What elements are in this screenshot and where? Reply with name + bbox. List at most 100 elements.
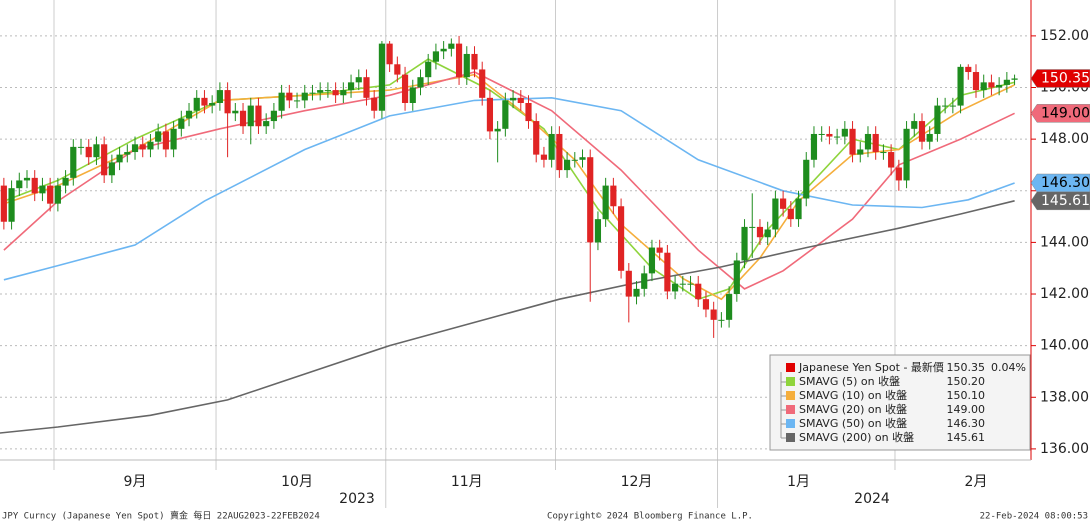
candle-body (787, 208, 794, 220)
legend-swatch (786, 363, 795, 372)
y-tick-label: 140.00 (1040, 338, 1089, 354)
x-tick-label: 11月 (451, 474, 483, 490)
legend-value: 150.20 (947, 375, 986, 388)
candle-body (216, 90, 223, 103)
candle-body (432, 51, 440, 62)
candle-body (687, 283, 694, 285)
legend-label: SMAVG (5) on 收盤 (799, 374, 900, 388)
candle-body (309, 92, 316, 94)
candle-body (47, 185, 54, 204)
candle-body (371, 97, 378, 111)
value-tag-label: 146.30 (1041, 175, 1090, 191)
candle-body (101, 144, 108, 176)
candle-body (1011, 78, 1018, 80)
candle-body (324, 90, 331, 92)
value-tag (1030, 191, 1090, 211)
candle-body (926, 133, 933, 142)
candle-body (610, 185, 617, 207)
candle-body (16, 180, 23, 189)
candle-body (780, 198, 787, 209)
candle-body (232, 110, 239, 114)
candle-body (54, 185, 61, 204)
candle-body (455, 43, 463, 78)
legend-value: 150.10 (947, 389, 986, 402)
candle-body (355, 77, 362, 83)
value-tag (1030, 69, 1090, 88)
candle-body (23, 177, 31, 181)
candle-body (895, 167, 902, 181)
candle-body (880, 152, 887, 154)
candle-body (39, 185, 46, 194)
candle-body (733, 260, 740, 295)
candle-body (85, 146, 92, 158)
candle-body (255, 105, 262, 127)
candle-body (672, 283, 679, 292)
year-label: 2023 (339, 491, 375, 507)
candle-body (965, 66, 972, 73)
candle-body (347, 82, 355, 91)
footer-left: JPY Curncy (Japanese Yen Spot) 賣金 每日 22A… (2, 510, 320, 522)
candle-body (394, 64, 401, 75)
value-tag-label: 145.61 (1041, 193, 1090, 209)
candle-body (602, 185, 609, 220)
candle-body (185, 110, 193, 119)
x-tick-label: 10月 (281, 474, 313, 490)
candle-body (772, 198, 779, 230)
candle-body (826, 133, 833, 137)
legend-label: SMAVG (200) on 收盤 (799, 430, 914, 444)
candle-body (463, 53, 470, 78)
candle-body (664, 252, 671, 292)
value-tag-label: 149.00 (1041, 105, 1090, 121)
candles (0, 35, 1018, 338)
candle-body (996, 84, 1003, 88)
candle-body (193, 97, 200, 111)
footer-right: 22-Feb-2024 08:00:53 (980, 512, 1088, 522)
candle-body (178, 118, 185, 129)
candle-body (756, 226, 764, 238)
candle-body (517, 97, 524, 103)
candle-body (93, 144, 100, 158)
candle-body (710, 309, 717, 320)
candle-body (540, 154, 548, 160)
footer-center: Copyright© 2024 Bloomberg Finance L.P. (547, 512, 753, 522)
candle-body (972, 72, 980, 91)
legend-swatch (786, 405, 795, 414)
candle-body (633, 288, 640, 297)
candle-body (440, 48, 447, 52)
candle-body (239, 110, 247, 127)
axes: 136.00138.00140.00142.00144.00146.00148.… (124, 28, 1090, 490)
candle-body (980, 82, 987, 91)
candle-body (471, 53, 478, 70)
candle-body (131, 144, 139, 153)
candle-body (818, 133, 825, 135)
candle-body (903, 128, 910, 181)
candle-body (417, 77, 424, 88)
candle-body (263, 121, 270, 127)
sma-line (0, 200, 1015, 434)
candle-body (386, 43, 393, 65)
candle-body (594, 219, 602, 243)
candle-body (548, 133, 555, 160)
candle-body (934, 105, 941, 134)
candle-body (810, 133, 818, 160)
candle-body (587, 157, 594, 243)
x-tick-label: 1月 (787, 474, 810, 490)
candle-body (301, 92, 308, 101)
candle-body (911, 121, 918, 129)
candle-body (340, 90, 347, 96)
candle-body (864, 133, 872, 150)
candle-body (556, 133, 563, 171)
legend-value: 146.30 (947, 417, 986, 430)
candle-body (857, 149, 864, 155)
legend: Japanese Yen Spot - 最新價 150.35 0.04% SMAVG … (769, 354, 1031, 451)
candle-body (409, 87, 416, 103)
candle-body (509, 97, 517, 101)
candle-body (31, 177, 38, 194)
candle-body (139, 144, 146, 150)
candle-body (0, 185, 7, 222)
candle-body (224, 90, 231, 114)
candle-body (502, 100, 509, 129)
candle-body (656, 247, 663, 253)
candle-body (918, 121, 926, 142)
legend-value: 145.61 (947, 431, 986, 444)
